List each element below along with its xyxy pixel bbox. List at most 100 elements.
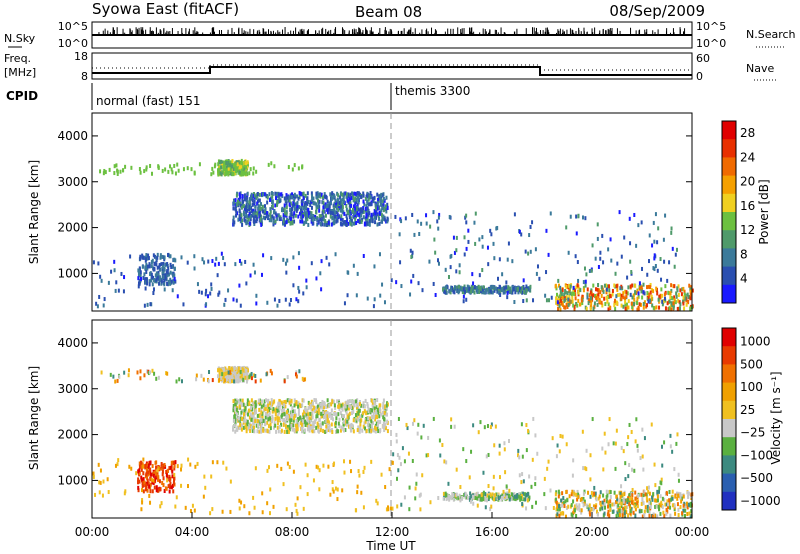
power-echo-cell xyxy=(259,217,262,222)
velocity-echo-cell xyxy=(161,472,164,477)
power-echo-cell xyxy=(297,196,300,201)
velocity-echo-cell xyxy=(627,435,630,440)
velocity-echo-cell xyxy=(151,480,154,485)
velocity-echo-cell xyxy=(277,416,280,421)
power-echo-cell xyxy=(664,284,667,289)
power-echo-cell xyxy=(119,169,122,174)
power-echo-cell xyxy=(144,265,147,270)
velocity-echo-cell xyxy=(362,404,365,409)
power-echo-cell xyxy=(158,275,161,280)
power-echo-cell xyxy=(293,205,296,210)
power-echo-cell xyxy=(260,218,263,223)
power-echo-cell xyxy=(482,290,485,295)
velocity-echo-cell xyxy=(476,503,479,508)
velocity-echo-cell xyxy=(531,457,534,462)
power-echo-cell xyxy=(248,207,251,212)
velocity-echo-cell xyxy=(534,482,537,487)
power-echo-cell xyxy=(245,209,248,214)
power-echo-cell xyxy=(322,209,325,214)
power-echo-cell xyxy=(663,296,666,301)
velocity-echo-cell xyxy=(162,465,165,470)
velocity-echo-cell xyxy=(321,421,324,426)
velocity-echo-cell xyxy=(479,420,482,425)
power-echo-cell xyxy=(232,215,235,220)
power-echo-cell xyxy=(564,289,567,294)
velocity-echo-cell xyxy=(508,497,511,502)
power-echo-cell xyxy=(256,201,259,206)
velocity-echo-cell xyxy=(383,417,386,422)
velocity-echo-cell xyxy=(570,503,573,508)
power-echo-cell xyxy=(225,160,228,165)
velocity-echo-cell xyxy=(150,477,153,482)
velocity-echo-cell xyxy=(386,419,389,424)
power-colorbar-segment xyxy=(722,157,736,177)
velocity-echo-cell xyxy=(477,430,480,435)
velocity-echo-cell xyxy=(589,453,592,458)
power-echo-cell xyxy=(334,198,337,203)
power-echo-cell xyxy=(437,226,440,231)
velocity-echo-cell xyxy=(321,399,324,404)
velocity-echo-cell xyxy=(281,412,284,417)
velocity-echo-cell xyxy=(419,492,422,497)
velocity-echo-cell xyxy=(624,505,627,510)
velocity-echo-cell xyxy=(330,415,333,420)
velocity-echo-cell xyxy=(291,405,294,410)
velocity-echo-cell xyxy=(250,371,253,376)
velocity-echo-cell xyxy=(238,401,241,406)
velocity-echo-cell xyxy=(517,448,520,453)
velocity-echo-cell xyxy=(327,464,330,469)
velocity-echo-cell xyxy=(640,492,643,497)
velocity-echo-cell xyxy=(98,480,101,485)
power-echo-cell xyxy=(138,281,141,286)
velocity-echo-cell xyxy=(378,414,381,419)
velocity-echo-cell xyxy=(617,503,620,508)
power-echo-cell xyxy=(256,199,259,204)
velocity-echo-cell xyxy=(690,509,693,514)
velocity-echo-cell xyxy=(629,506,632,511)
velocity-echo-cell xyxy=(558,449,561,454)
power-echo-cell xyxy=(306,196,309,201)
power-echo-cell xyxy=(356,211,359,216)
velocity-echo-cell xyxy=(481,497,484,502)
velocity-echo-cell xyxy=(266,413,269,418)
power-echo-cell xyxy=(248,200,251,205)
power-echo-cell xyxy=(421,288,424,293)
velocity-echo-cell xyxy=(629,496,632,501)
velocity-echo-cell xyxy=(258,413,261,418)
power-echo-cell xyxy=(670,283,673,288)
velocity-echo-cell xyxy=(625,510,628,515)
power-echo-cell xyxy=(490,232,493,237)
velocity-echo-cell xyxy=(249,428,252,433)
velocity-echo-cell xyxy=(170,485,173,490)
velocity-echo-cell xyxy=(236,379,239,384)
power-echo-cell xyxy=(284,220,287,225)
power-echo-cell xyxy=(682,286,685,291)
power-echo-cell xyxy=(336,218,339,223)
velocity-echo-cell xyxy=(371,402,374,407)
velocity-echo-cell xyxy=(559,433,562,438)
velocity-echo-cell xyxy=(339,428,342,433)
velocity-echo-cell xyxy=(682,508,685,513)
velocity-echo-cell xyxy=(374,429,377,434)
power-echo-cell xyxy=(481,290,484,295)
power-echo-cell xyxy=(245,220,248,225)
velocity-echo-cell xyxy=(150,472,153,477)
velocity-echo-cell xyxy=(286,427,289,432)
velocity-echo-cell xyxy=(252,414,255,419)
power-echo-cell xyxy=(257,203,260,208)
velocity-echo-cell xyxy=(142,477,145,482)
power-echo-cell xyxy=(338,200,341,205)
velocity-echo-cell xyxy=(459,495,462,500)
power-echo-cell xyxy=(231,167,234,172)
power-echo-cell xyxy=(659,257,662,262)
power-echo-cell xyxy=(444,285,447,290)
velocity-echo-cell xyxy=(218,378,221,383)
power-echo-cell xyxy=(658,305,661,310)
power-echo-cell xyxy=(449,287,452,292)
velocity-echo-cell xyxy=(357,469,360,474)
power-echo-cell xyxy=(137,284,140,289)
velocity-echo-cell xyxy=(250,376,253,381)
power-echo-cell xyxy=(220,159,223,164)
velocity-echo-cell xyxy=(256,429,259,434)
power-echo-cell xyxy=(212,170,215,175)
